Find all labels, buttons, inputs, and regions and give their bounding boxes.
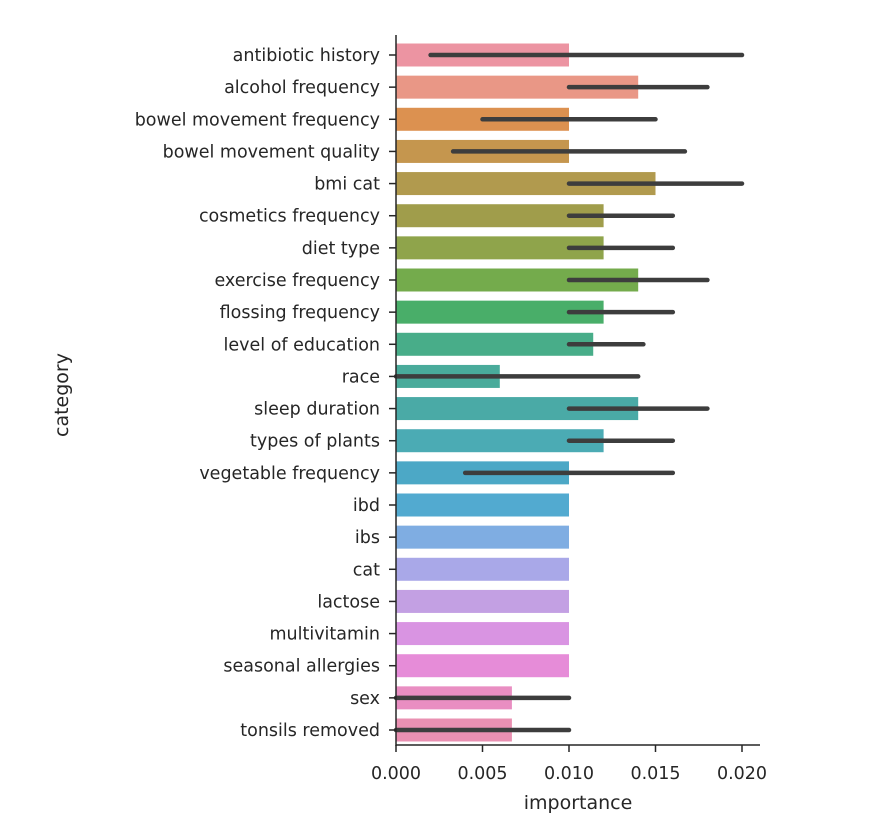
bar bbox=[396, 332, 594, 356]
y-tick-label: diet type bbox=[302, 239, 380, 259]
bar bbox=[396, 397, 639, 421]
bar bbox=[396, 622, 569, 646]
y-tick-label: types of plants bbox=[250, 432, 380, 452]
y-tick-label: race bbox=[342, 367, 380, 387]
bar bbox=[396, 429, 604, 453]
y-tick-label: antibiotic history bbox=[233, 46, 380, 66]
y-tick-label: tonsils removed bbox=[240, 721, 380, 741]
bar bbox=[396, 236, 604, 260]
y-tick-label: sleep duration bbox=[254, 400, 380, 420]
x-tick-label: 0.010 bbox=[544, 764, 594, 784]
bar bbox=[396, 172, 656, 196]
bar bbox=[396, 525, 569, 549]
bar bbox=[396, 300, 604, 324]
x-tick-label: 0.015 bbox=[630, 764, 680, 784]
y-tick-label: bowel movement quality bbox=[163, 142, 380, 162]
bar bbox=[396, 589, 569, 613]
y-tick-label: exercise frequency bbox=[214, 271, 380, 291]
bar bbox=[396, 493, 569, 517]
x-axis-label: importance bbox=[524, 792, 633, 814]
y-tick-label: ibs bbox=[355, 528, 380, 548]
y-axis-label: category bbox=[51, 353, 73, 437]
y-tick-label: lactose bbox=[317, 592, 380, 612]
y-tick-label: cat bbox=[353, 560, 380, 580]
y-tick-label: multivitamin bbox=[269, 625, 380, 645]
y-tick-label: flossing frequency bbox=[220, 303, 380, 323]
y-tick-label: alcohol frequency bbox=[224, 78, 380, 98]
y-tick-label: seasonal allergies bbox=[223, 657, 380, 677]
bar bbox=[396, 204, 604, 228]
x-tick-label: 0.020 bbox=[717, 764, 767, 784]
x-tick-label: 0.005 bbox=[457, 764, 507, 784]
y-tick-label: bmi cat bbox=[314, 175, 380, 195]
y-tick-label: level of education bbox=[224, 335, 380, 355]
y-tick-label: sex bbox=[350, 689, 380, 709]
x-tick-label: 0.000 bbox=[371, 764, 421, 784]
bar bbox=[396, 268, 639, 292]
bar bbox=[396, 654, 569, 678]
y-tick-label: bowel movement frequency bbox=[135, 110, 380, 130]
y-tick-label: cosmetics frequency bbox=[199, 207, 380, 227]
y-tick-label: ibd bbox=[353, 496, 380, 516]
bar bbox=[396, 75, 639, 99]
y-tick-label: vegetable frequency bbox=[199, 464, 380, 484]
bar bbox=[396, 557, 569, 581]
